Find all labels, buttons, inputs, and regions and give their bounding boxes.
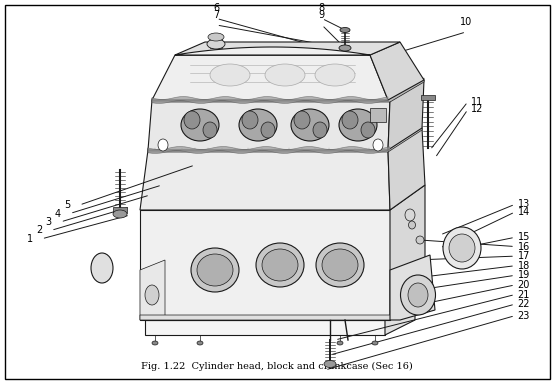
Text: 18: 18 (518, 261, 530, 271)
Ellipse shape (316, 243, 364, 287)
Text: Fig. 1.22  Cylinder head, block and crankcase (Sec 16): Fig. 1.22 Cylinder head, block and crank… (141, 362, 413, 371)
Polygon shape (370, 108, 386, 122)
Ellipse shape (197, 254, 233, 286)
Text: 14: 14 (518, 207, 530, 217)
Ellipse shape (340, 28, 350, 33)
Ellipse shape (203, 122, 217, 138)
Polygon shape (113, 207, 127, 213)
Polygon shape (145, 320, 385, 335)
Polygon shape (388, 80, 424, 150)
Ellipse shape (373, 139, 383, 151)
Text: 7: 7 (213, 10, 220, 20)
Ellipse shape (313, 122, 327, 138)
Polygon shape (140, 210, 390, 320)
Text: 15: 15 (518, 232, 530, 242)
Polygon shape (148, 147, 390, 154)
Ellipse shape (242, 111, 258, 129)
Text: 20: 20 (518, 280, 530, 290)
Text: 22: 22 (517, 299, 530, 309)
Text: 1: 1 (27, 234, 33, 244)
Polygon shape (140, 260, 165, 320)
Ellipse shape (256, 243, 304, 287)
Polygon shape (385, 305, 415, 335)
Text: 10: 10 (460, 17, 472, 27)
Ellipse shape (443, 227, 481, 269)
Ellipse shape (152, 341, 158, 345)
Ellipse shape (401, 275, 436, 315)
Ellipse shape (372, 341, 378, 345)
Text: 2: 2 (36, 225, 42, 235)
Ellipse shape (416, 236, 424, 244)
Text: 17: 17 (518, 251, 530, 261)
Text: 16: 16 (518, 242, 530, 252)
Ellipse shape (261, 122, 275, 138)
Polygon shape (421, 95, 435, 100)
Ellipse shape (181, 109, 219, 141)
Ellipse shape (208, 33, 224, 41)
Polygon shape (175, 47, 370, 55)
Text: 23: 23 (518, 311, 530, 321)
Polygon shape (390, 185, 425, 320)
Ellipse shape (291, 109, 329, 141)
Ellipse shape (197, 341, 203, 345)
Ellipse shape (449, 234, 475, 262)
Ellipse shape (239, 109, 277, 141)
Polygon shape (140, 300, 415, 320)
Ellipse shape (262, 249, 298, 281)
Ellipse shape (408, 283, 428, 307)
Text: 5: 5 (64, 200, 70, 210)
Polygon shape (148, 100, 390, 150)
Polygon shape (148, 126, 422, 152)
Text: 19: 19 (518, 270, 530, 280)
Ellipse shape (210, 64, 250, 86)
Ellipse shape (322, 249, 358, 281)
Text: 11: 11 (471, 97, 483, 107)
Text: 13: 13 (518, 199, 530, 209)
Ellipse shape (361, 122, 375, 138)
Polygon shape (175, 42, 400, 55)
Text: 9: 9 (319, 10, 325, 20)
Text: 3: 3 (46, 217, 52, 227)
Ellipse shape (207, 39, 225, 49)
Ellipse shape (337, 341, 343, 345)
Ellipse shape (405, 209, 415, 221)
Ellipse shape (184, 111, 200, 129)
Ellipse shape (145, 285, 159, 305)
Text: 12: 12 (471, 104, 483, 114)
Polygon shape (152, 96, 388, 104)
Text: 21: 21 (518, 290, 530, 300)
Ellipse shape (339, 45, 351, 51)
Ellipse shape (342, 111, 358, 129)
Ellipse shape (339, 109, 377, 141)
Ellipse shape (158, 139, 168, 151)
Ellipse shape (91, 253, 113, 283)
Polygon shape (140, 150, 390, 210)
Ellipse shape (265, 64, 305, 86)
Polygon shape (390, 255, 435, 320)
Polygon shape (210, 38, 222, 48)
Polygon shape (370, 42, 424, 100)
Ellipse shape (113, 210, 127, 218)
Polygon shape (152, 55, 388, 100)
Text: 6: 6 (213, 3, 220, 13)
Polygon shape (152, 78, 424, 102)
Ellipse shape (191, 248, 239, 292)
Ellipse shape (408, 221, 416, 229)
Ellipse shape (315, 64, 355, 86)
Ellipse shape (324, 361, 336, 367)
Text: 8: 8 (319, 3, 325, 13)
Ellipse shape (294, 111, 310, 129)
Polygon shape (388, 128, 425, 210)
Text: 4: 4 (55, 209, 61, 218)
